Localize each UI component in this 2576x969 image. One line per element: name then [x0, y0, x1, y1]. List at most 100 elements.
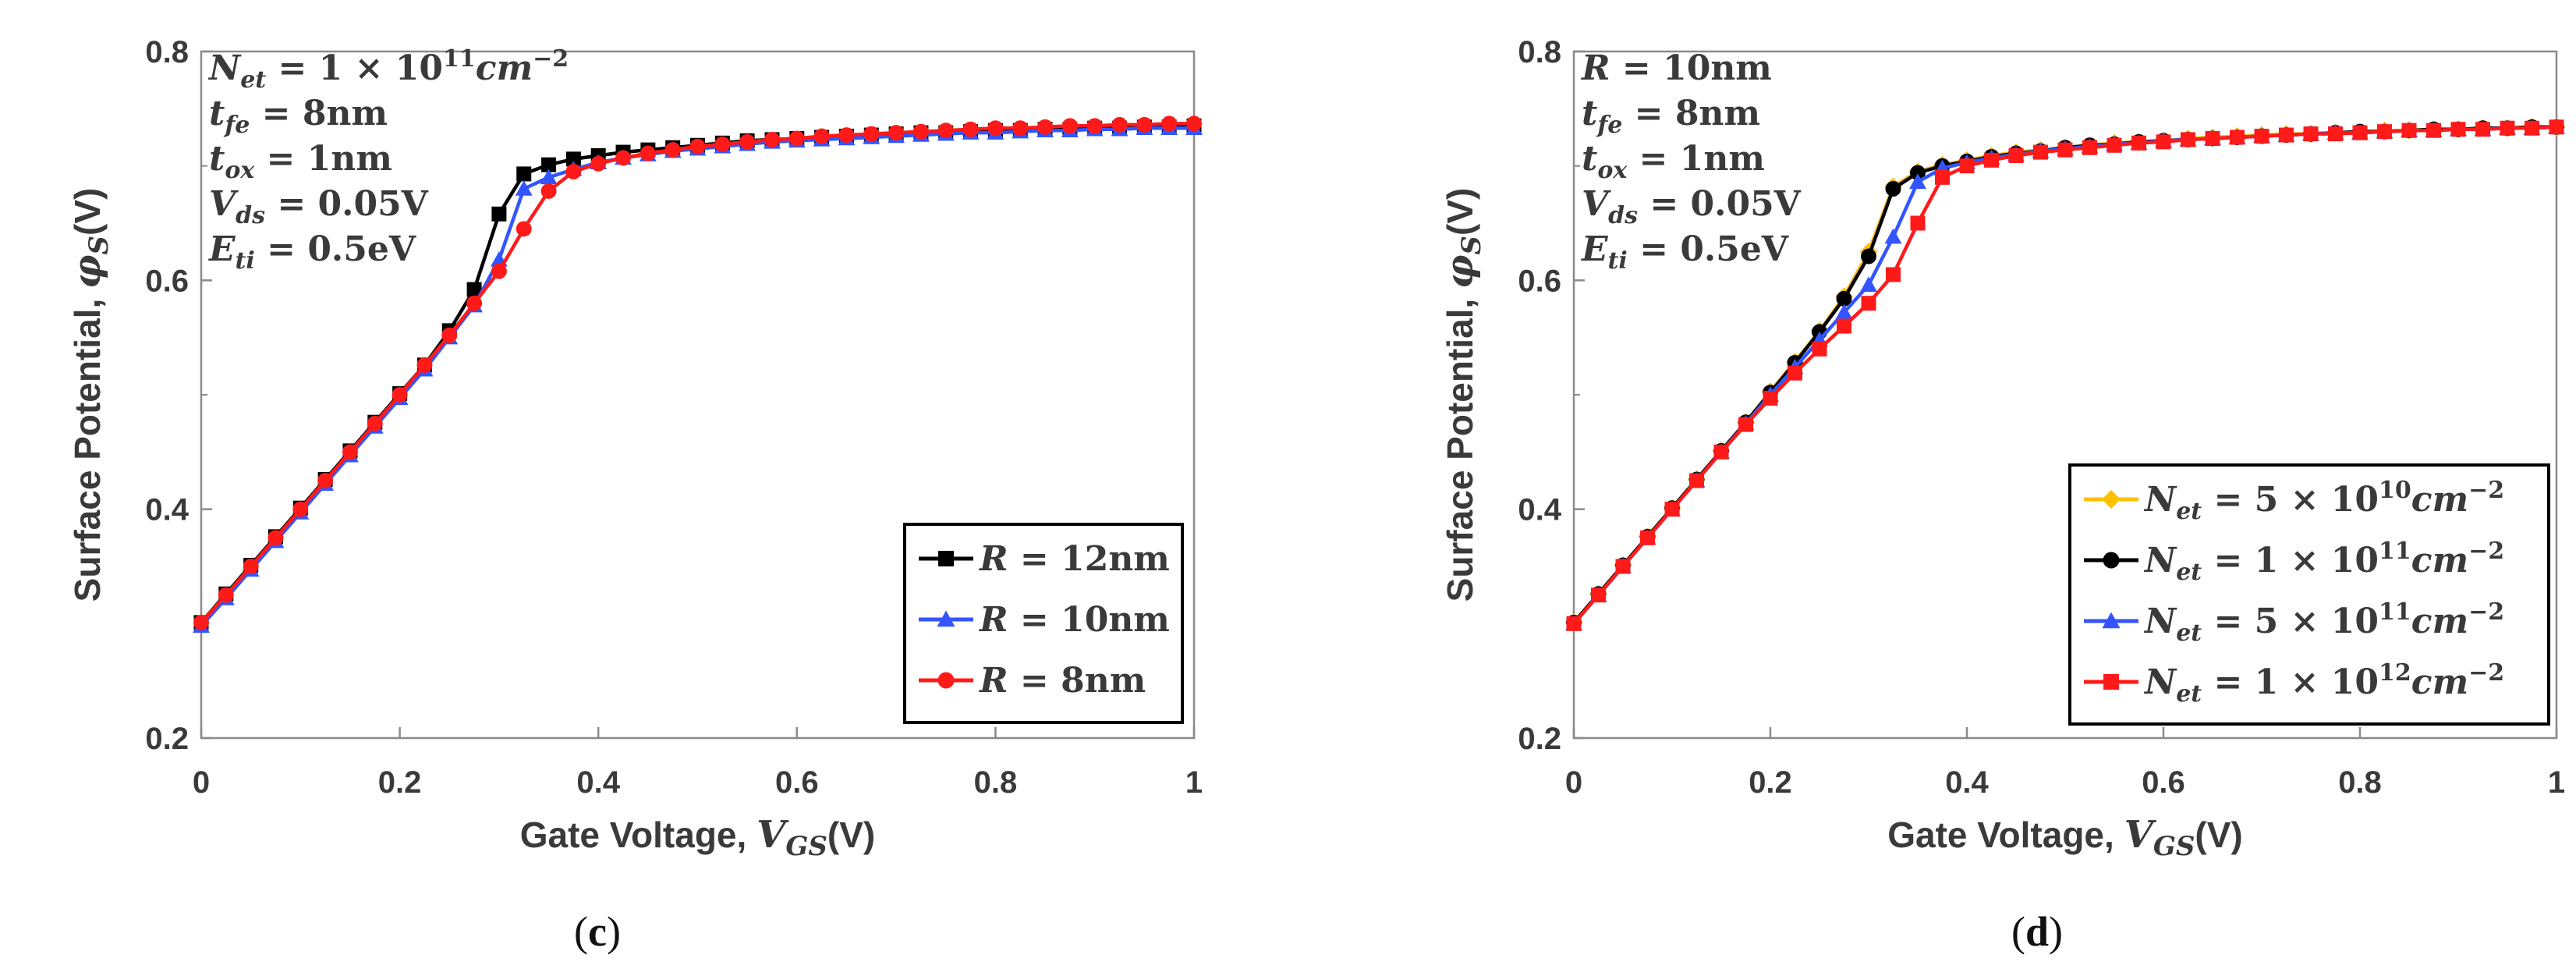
legend-marker	[2102, 612, 2121, 629]
data-point	[590, 155, 607, 172]
y-tick-label: 0.8	[1518, 35, 1561, 69]
series-4	[1566, 119, 2564, 631]
y-tick-label: 0.6	[145, 264, 189, 298]
data-point	[466, 295, 483, 311]
data-point	[764, 131, 780, 147]
data-point	[367, 415, 383, 431]
legend-marker	[2102, 490, 2121, 509]
data-point	[342, 444, 358, 460]
data-point	[1591, 587, 1606, 603]
data-point	[292, 501, 309, 517]
data-point	[2401, 122, 2417, 138]
x-axis-title: Gate Voltage, VGS(V)	[520, 813, 876, 862]
data-point	[1713, 444, 1729, 460]
data-point	[2107, 137, 2122, 153]
data-point	[1037, 119, 1054, 135]
data-point	[1812, 341, 1827, 357]
data-point	[540, 183, 557, 199]
y-axis-title: Surface Potential, φS(V)	[66, 188, 115, 602]
data-point	[540, 169, 558, 185]
data-point	[1959, 158, 1975, 174]
data-point	[2205, 130, 2220, 146]
x-tick-label: 0.8	[974, 765, 1018, 800]
data-point	[1861, 248, 1876, 264]
x-tick-label: 1	[1185, 765, 1203, 800]
data-point	[1664, 502, 1680, 517]
legend-marker	[937, 672, 955, 689]
annotation-line: tox = 1nm	[1582, 139, 1765, 184]
data-point	[1884, 228, 1902, 244]
data-point	[2254, 129, 2270, 144]
data-point	[268, 530, 284, 546]
annotation-line: Vds = 0.05V	[1582, 184, 1802, 229]
data-point	[2549, 119, 2564, 135]
data-point	[739, 133, 756, 150]
data-point	[2033, 144, 2048, 160]
x-tick-label: 0.6	[2142, 765, 2185, 800]
data-point	[987, 120, 1004, 137]
legend-entry: R = 8nm	[978, 661, 1146, 701]
data-point	[392, 387, 408, 403]
data-point	[466, 282, 482, 297]
data-point	[1788, 365, 1802, 381]
data-point	[2426, 122, 2441, 138]
data-point	[1860, 276, 1877, 292]
y-tick-label: 0.2	[145, 722, 189, 756]
data-point	[640, 145, 656, 162]
data-point	[2303, 126, 2319, 142]
panel-caption: (c)	[574, 908, 621, 955]
data-point	[1910, 215, 1926, 231]
data-point	[1186, 115, 1202, 132]
data-point	[491, 263, 507, 279]
data-point	[1136, 116, 1153, 133]
y-tick-label: 0.6	[1518, 264, 1561, 298]
data-point	[1984, 152, 1999, 168]
x-tick-label: 0	[1565, 765, 1582, 800]
y-axis-title: Surface Potential, φS(V)	[1438, 188, 1487, 602]
y-tick-label: 0.8	[145, 35, 189, 69]
data-point	[2131, 135, 2146, 151]
panel-caption: (d)	[2011, 908, 2063, 955]
data-point	[813, 128, 830, 144]
data-point	[516, 166, 532, 182]
data-point	[615, 150, 632, 166]
data-point	[1836, 290, 1852, 307]
x-tick-label: 0.8	[2338, 765, 2382, 800]
data-point	[1161, 115, 1178, 132]
data-point	[1566, 616, 1582, 631]
legend: Net = 5 × 1010cm−2 Net = 1 × 1011cm−2 Net …	[2068, 463, 2550, 726]
data-point	[541, 157, 557, 172]
x-tick-label: 0.2	[378, 765, 422, 800]
x-tick-label: 1	[2548, 765, 2565, 800]
x-axis-title: Gate Voltage, VGS(V)	[1887, 813, 2243, 862]
legend-marker	[938, 551, 954, 566]
y-tick-label: 0.2	[1518, 722, 1561, 756]
data-point	[937, 122, 954, 139]
data-point	[2156, 134, 2171, 150]
data-point	[1615, 559, 1631, 574]
legend-entry: Net = 1 × 1012cm−2	[2143, 659, 2504, 708]
data-point	[1012, 120, 1029, 137]
data-point	[317, 473, 334, 488]
annotation-line: tfe = 8nm	[209, 94, 388, 139]
data-point	[664, 142, 681, 158]
data-point	[1861, 296, 1876, 311]
data-point	[1935, 169, 1950, 185]
y-tick-label: 0.4	[145, 493, 189, 527]
data-point	[1738, 417, 1753, 432]
legend-entry: R = 10nm	[978, 600, 1170, 640]
x-tick-label: 0.2	[1749, 765, 1792, 800]
data-point	[2352, 125, 2368, 140]
data-point	[912, 123, 929, 140]
legend: R = 12nm R = 10nm R = 8nm	[903, 523, 1184, 724]
annotation-line: Vds = 0.05V	[209, 184, 429, 229]
data-point	[1837, 318, 1851, 334]
annotation-line: tox = 1nm	[209, 139, 392, 184]
data-point	[2230, 130, 2245, 145]
data-point	[2057, 142, 2073, 158]
data-point	[1086, 118, 1103, 134]
data-point	[2450, 122, 2466, 137]
data-point	[2181, 132, 2195, 147]
legend-marker	[2103, 552, 2120, 569]
